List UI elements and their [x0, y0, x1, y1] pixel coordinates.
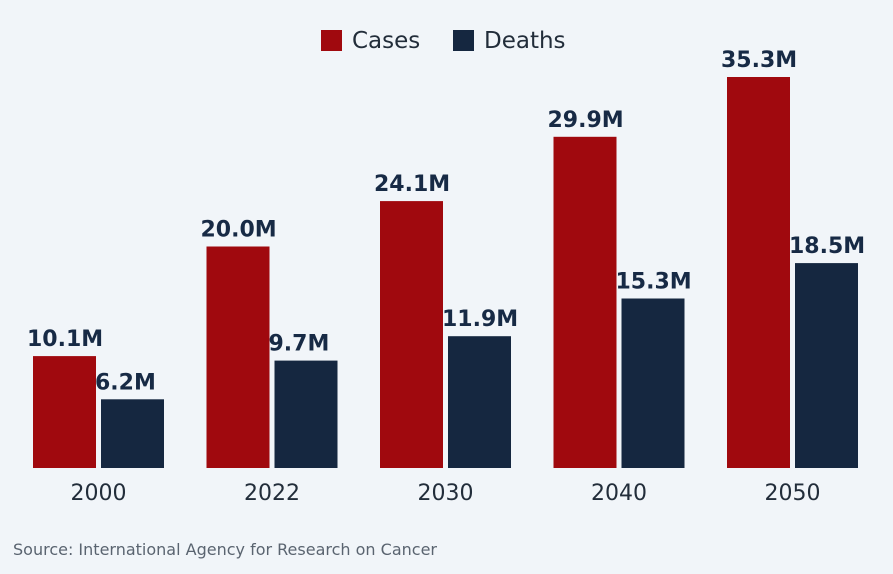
legend-item-deaths: Deaths [453, 28, 566, 54]
bar-cases-2040 [553, 136, 617, 469]
value-label-cases-2022: 20.0M [201, 218, 277, 243]
x-tick-2050: 2050 [765, 481, 821, 506]
bar-cases-2030 [380, 201, 443, 468]
x-axis-tick-labels: 2000 2022 2030 2040 2050 [71, 481, 821, 506]
bar-cases-2022 [206, 246, 270, 468]
bars [33, 77, 858, 469]
bar-deaths-2030 [448, 336, 511, 468]
legend-item-cases: Cases [321, 28, 420, 54]
x-tick-2000: 2000 [71, 481, 127, 506]
value-label-cases-2040: 29.9M [548, 108, 624, 133]
x-tick-2030: 2030 [418, 481, 474, 506]
bar-deaths-2000 [101, 399, 164, 468]
value-label-cases-2030: 24.1M [374, 172, 450, 197]
legend-swatch-deaths [453, 30, 474, 51]
legend-label-cases: Cases [352, 28, 420, 54]
value-label-deaths-2050: 18.5M [789, 234, 865, 259]
value-label-cases-2050: 35.3M [721, 48, 797, 73]
value-label-cases-2000: 10.1M [27, 327, 103, 352]
legend: Cases Deaths [321, 28, 566, 54]
value-label-deaths-2030: 11.9M [442, 307, 518, 332]
x-tick-2040: 2040 [591, 481, 647, 506]
value-label-deaths-2040: 15.3M [616, 270, 692, 295]
bar-cases-2000 [33, 356, 96, 468]
value-label-deaths-2022: 9.7M [269, 332, 330, 357]
bar-cases-2050 [727, 77, 790, 468]
x-tick-2022: 2022 [244, 481, 300, 506]
legend-label-deaths: Deaths [484, 28, 566, 54]
legend-swatch-cases [321, 30, 342, 51]
bar-deaths-2050 [795, 263, 858, 468]
bar-deaths-2040 [621, 298, 685, 468]
source-note: Source: International Agency for Researc… [13, 540, 437, 559]
value-labels: 10.1M 6.2M 20.0M 9.7M 24.1M 11.9M 29.9M 15.3M 35… [27, 48, 865, 395]
bar-deaths-2022 [274, 360, 338, 468]
value-label-deaths-2000: 6.2M [95, 370, 156, 395]
